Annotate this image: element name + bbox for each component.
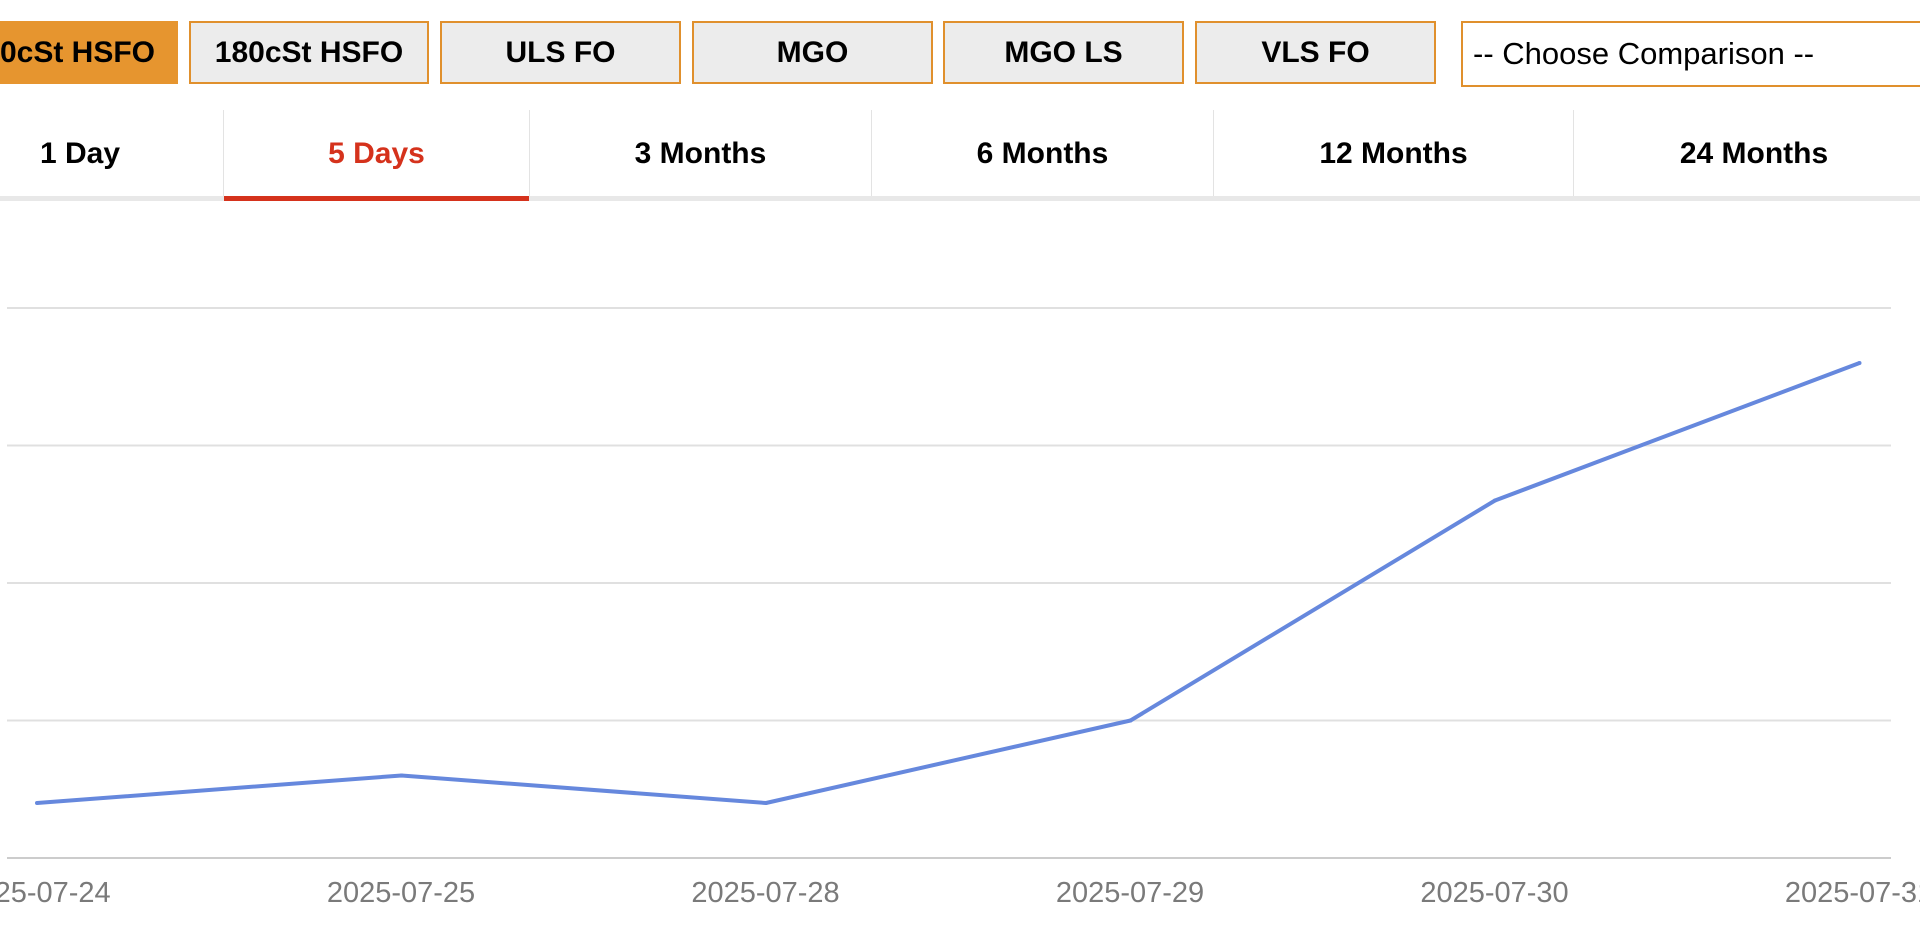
tab-3-months[interactable]: 3 Months: [634, 136, 767, 170]
fuel-tab-mgo-ls[interactable]: MGO LS: [943, 21, 1184, 84]
tab-divider: [529, 110, 530, 197]
tab-divider: [1573, 110, 1574, 197]
x-tick-label: 2025-07-25: [327, 877, 475, 909]
data-point[interactable]: [1857, 361, 1862, 365]
tab-24-months[interactable]: 24 Months: [1679, 136, 1829, 170]
tab-5-days[interactable]: 5 Days: [328, 136, 425, 170]
x-tick-label: 2025-07-30: [1420, 877, 1568, 909]
x-tick-label: 2025-07-29: [1056, 877, 1204, 909]
fuel-tab-uls-fo[interactable]: ULS FO: [440, 21, 681, 84]
tab-1-day[interactable]: 1 Day: [39, 136, 121, 170]
gridlines: [7, 307, 1891, 859]
tab-6-months[interactable]: 6 Months: [976, 136, 1109, 170]
data-point[interactable]: [1128, 718, 1133, 723]
fuel-tab-mgo[interactable]: MGO: [692, 21, 933, 84]
fuel-tab-380cst-hsfo[interactable]: 380cSt HSFO: [0, 21, 178, 84]
tabs-baseline: [0, 196, 1920, 201]
x-tick-label: 2025-07-31: [1785, 877, 1920, 909]
x-tick-label: 2025-07-28: [691, 877, 839, 909]
comparison-select-value: -- Choose Comparison --: [1473, 36, 1815, 71]
x-tick-label: 2025-07-24: [0, 877, 111, 909]
period-tabs: 1 Day 5 Days 3 Months 6 Months 12 Months…: [0, 110, 1920, 201]
data-point[interactable]: [764, 801, 768, 805]
x-axis-ticks: 2025-07-24 2025-07-25 2025-07-28 2025-07-29…: [0, 877, 1920, 909]
tab-divider: [871, 110, 872, 197]
series-line: [36, 361, 1861, 805]
fuel-tab-180cst-hsfo[interactable]: 180cSt HSFO: [189, 21, 429, 84]
tab-12-months[interactable]: 12 Months: [1319, 136, 1468, 170]
data-point[interactable]: [399, 773, 404, 778]
tab-divider: [223, 110, 224, 197]
data-point[interactable]: [1493, 498, 1497, 503]
comparison-select[interactable]: -- Choose Comparison --: [1461, 21, 1920, 87]
tab-divider: [1213, 110, 1214, 197]
fuel-tab-vls-fo[interactable]: VLS FO: [1195, 21, 1436, 84]
active-tab-indicator: [224, 196, 529, 201]
series-lines: [35, 361, 1862, 805]
data-point[interactable]: [35, 801, 39, 805]
